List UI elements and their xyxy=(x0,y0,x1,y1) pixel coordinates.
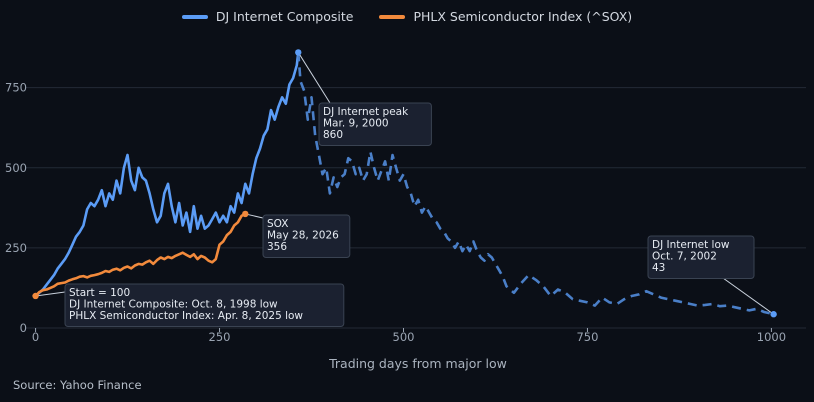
annotation-leader-dj_peak xyxy=(297,52,331,104)
marker-start xyxy=(32,292,39,300)
series-line-sox xyxy=(34,212,246,297)
annotation-leader-start xyxy=(35,291,66,297)
annotation-text-sox_last-2: 356 xyxy=(267,241,287,253)
annotation-text-sox_last-1: May 28, 2026 xyxy=(267,230,339,242)
annotation-text-dj_peak-1: Mar. 9, 2000 xyxy=(323,118,389,130)
x-tick-label-250: 250 xyxy=(209,330,231,344)
annotation-text-dj_peak-0: DJ Internet peak xyxy=(323,106,409,118)
x-tick-label-0: 0 xyxy=(32,330,39,344)
axes: 0 250 500 750 0 250 500 750 1000 xyxy=(5,81,786,344)
x-tick-label-1000: 1000 xyxy=(757,330,786,344)
series-line-dj-dashed xyxy=(297,52,774,316)
annotation-text-dj_low-0: DJ Internet low xyxy=(652,239,730,251)
annotation-box-dj_peak xyxy=(318,102,432,146)
y-tick-label-250: 250 xyxy=(5,241,27,255)
series-line-dj-solid xyxy=(34,52,300,297)
x-tick-label-750: 750 xyxy=(576,330,598,344)
annotation-text-dj_low-1: Oct. 7, 2002 xyxy=(652,251,717,263)
legend: DJ Internet Composite PHLX Semiconductor… xyxy=(0,9,814,24)
annotation-text-start-0: Start = 100 xyxy=(69,287,130,299)
annotation-text-start-2: PHLX Semiconductor Index: Apr. 8, 2025 l… xyxy=(69,310,303,322)
source-note: Source: Yahoo Finance xyxy=(13,378,142,392)
legend-item-sox[interactable]: PHLX Semiconductor Index (^SOX) xyxy=(379,9,632,24)
annotation-box-start xyxy=(64,283,345,327)
legend-swatch-sox xyxy=(379,14,406,19)
legend-label-dj: DJ Internet Composite xyxy=(215,9,354,24)
annotation-text-sox_last-0: SOX xyxy=(267,218,288,230)
x-axis-label: Trading days from major low xyxy=(329,356,507,371)
y-tick-label-500: 500 xyxy=(5,161,27,175)
annotation-leader-dj_low xyxy=(715,272,774,315)
marker-sox-last xyxy=(242,210,249,218)
y-tick-label-750: 750 xyxy=(5,81,27,95)
y-tick-label-0: 0 xyxy=(20,321,27,335)
x-tick-label-500: 500 xyxy=(393,330,415,344)
annotation-box-sox_last xyxy=(262,214,351,258)
annotation-text-dj_low-2: 43 xyxy=(652,262,665,274)
legend-swatch-dj xyxy=(181,14,208,19)
legend-label-sox: PHLX Semiconductor Index (^SOX) xyxy=(413,9,633,24)
marker-dj-peak xyxy=(295,49,302,56)
legend-item-dj[interactable]: DJ Internet Composite xyxy=(181,9,354,24)
marker-dj-low xyxy=(770,311,777,318)
series-lines xyxy=(34,52,774,316)
annotation-box-dj_low xyxy=(647,235,755,279)
annotation-text-dj_peak-2: 860 xyxy=(323,129,343,141)
annotation-text-start-1: DJ Internet Composite: Oct. 8, 1998 low xyxy=(69,299,278,311)
